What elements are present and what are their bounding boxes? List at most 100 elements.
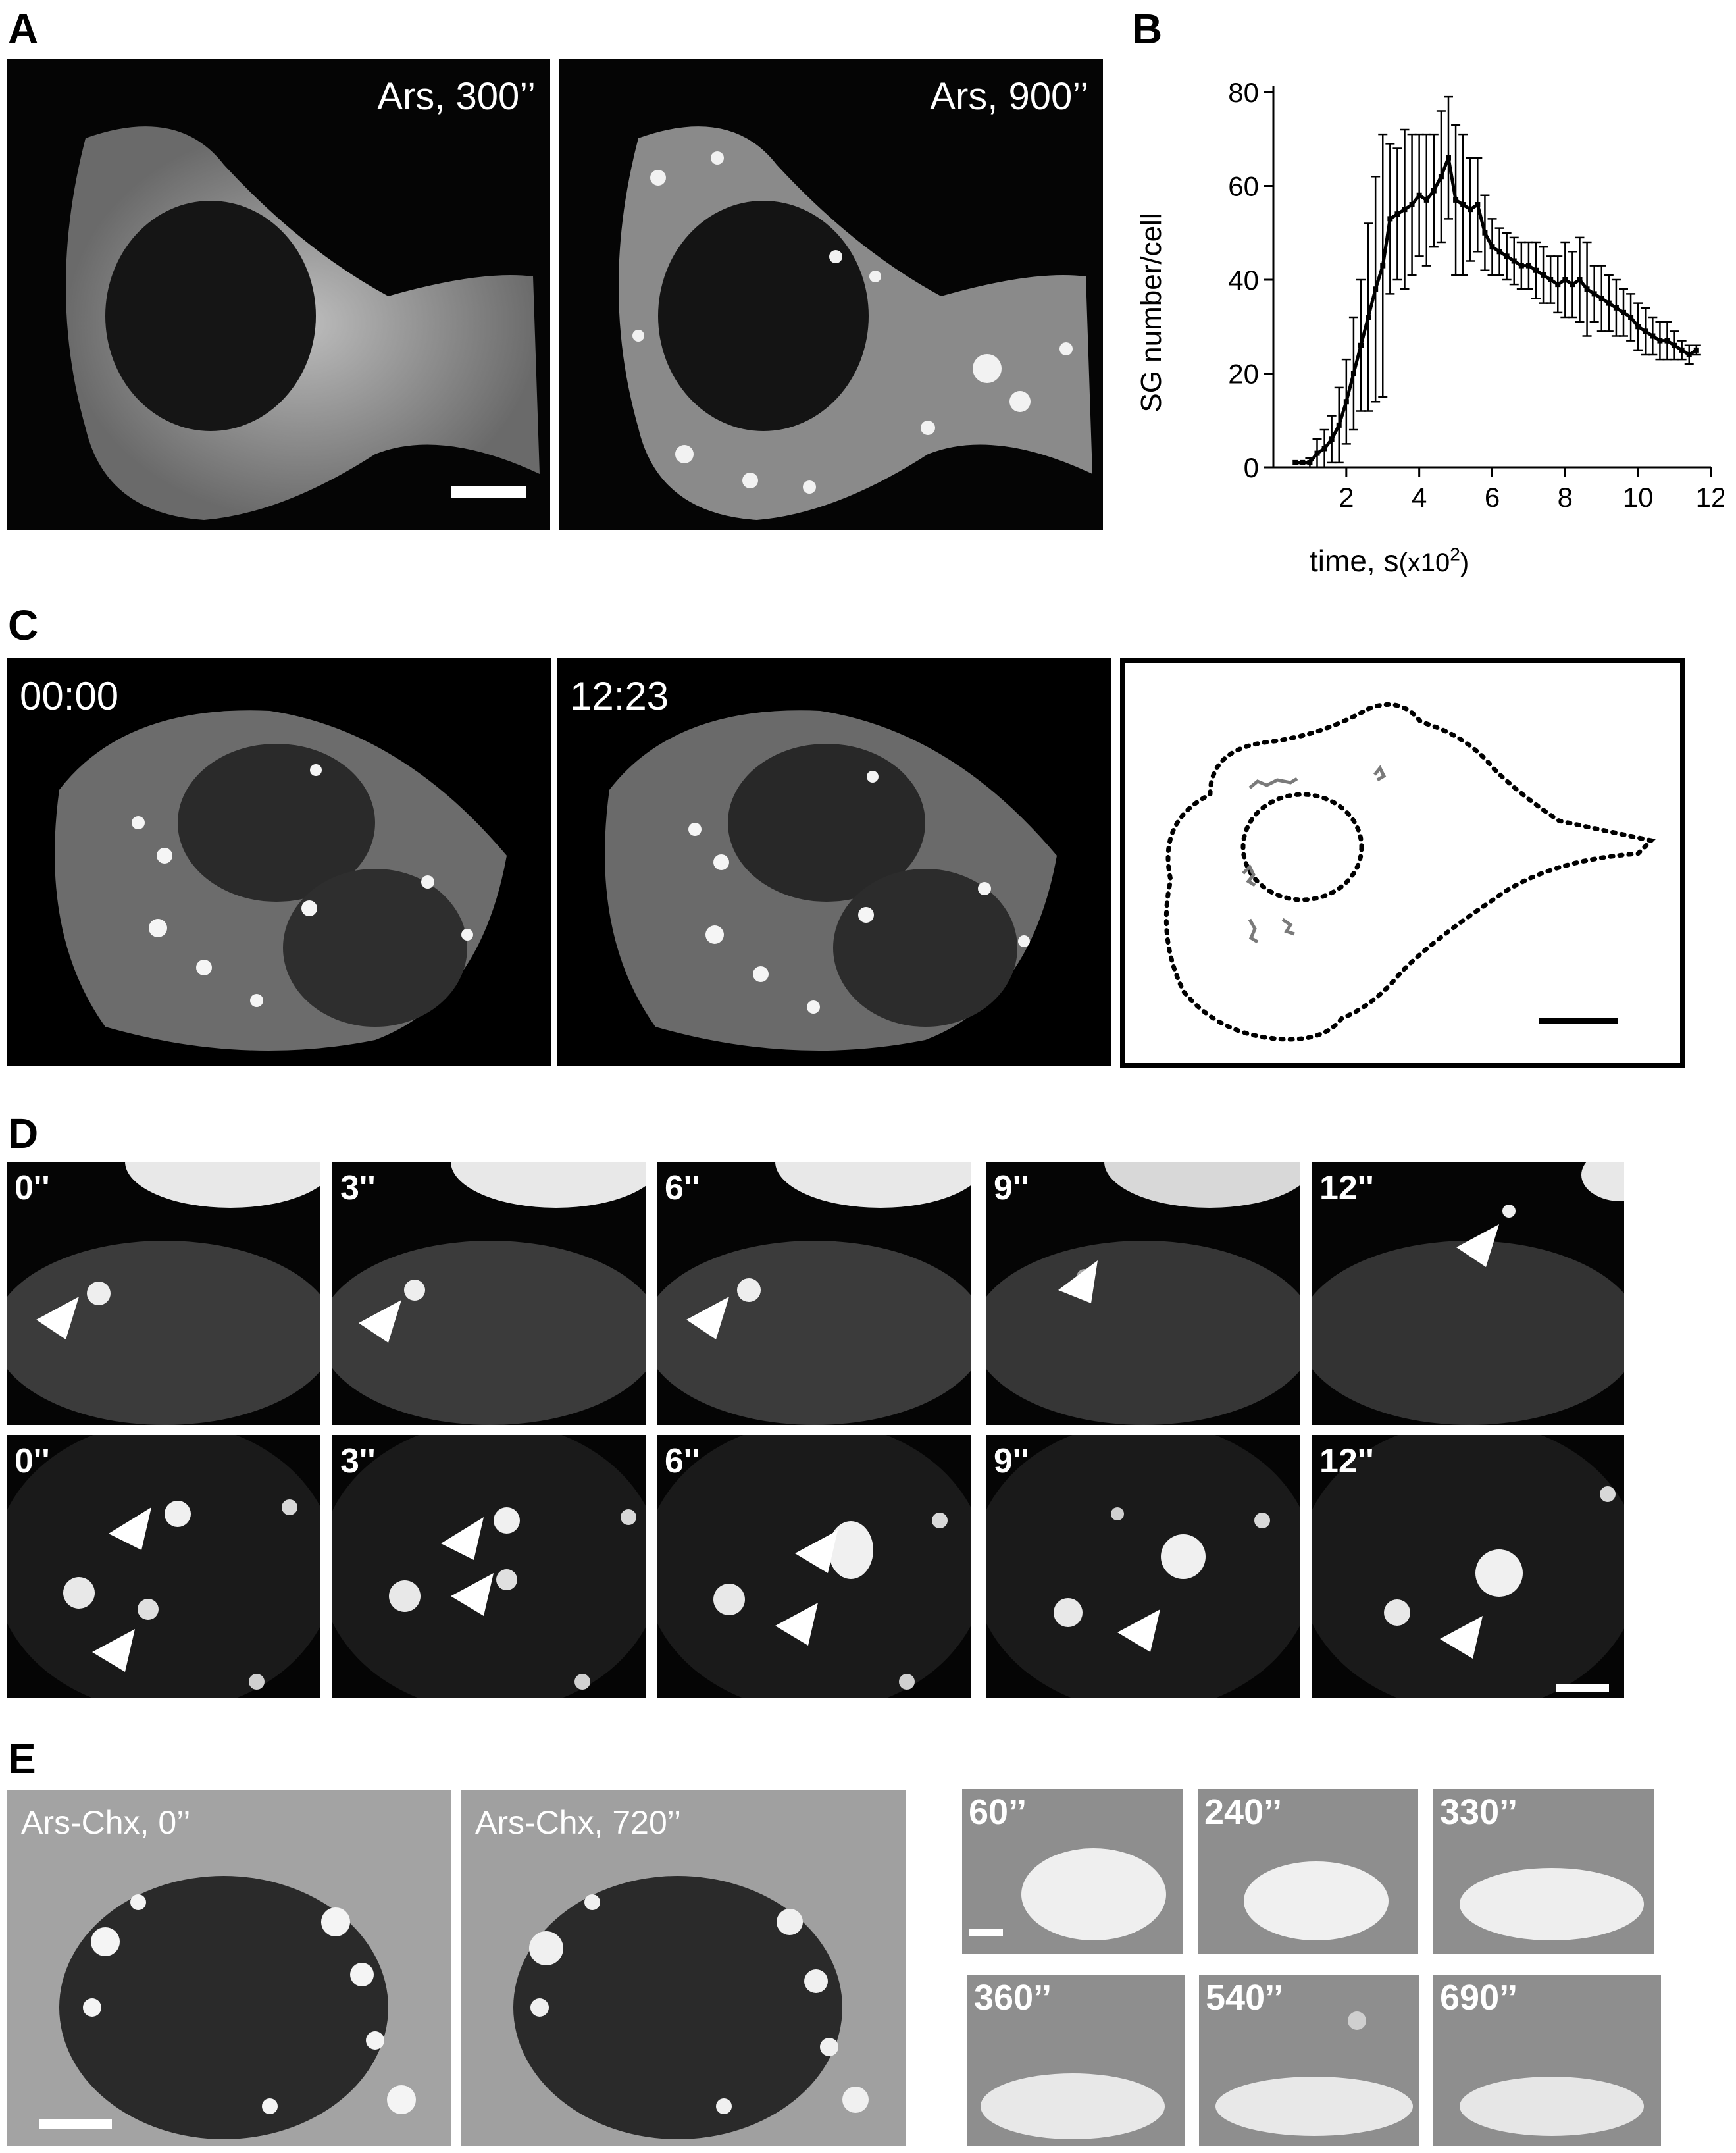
panel-d-row1-frame-3: 6'' [657,1162,971,1425]
panel-e-image-2-label: Ars-Chx, 720’’ [475,1804,682,1841]
data-point [1460,202,1466,207]
data-point [1584,286,1590,292]
data-point [1525,263,1531,269]
data-point [1577,277,1583,282]
data-point [1643,328,1648,334]
data-point [1635,324,1641,330]
x-tick-label: 12 [1696,482,1724,513]
data-point [1693,347,1699,353]
panel-d-row1-frame-5: 12'' [1312,1162,1624,1425]
y-tick-label: 40 [1228,265,1259,296]
x-tick-label: 8 [1558,482,1573,513]
panel-d-row2-frame-5-label: 12'' [1319,1442,1374,1480]
x-tick-label: 2 [1339,482,1354,513]
chart-xlabel-text: time, s [1310,544,1399,578]
data-point [1373,286,1379,292]
data-point [1533,267,1539,273]
data-point [1621,309,1626,315]
panel-e-inset-2-label: 240’’ [1204,1792,1283,1832]
data-point [1366,315,1371,320]
panel-e-inset-6-label: 690’’ [1440,1978,1518,2017]
data-point [1453,197,1459,203]
data-point [1468,207,1473,213]
y-tick-label: 20 [1228,359,1259,390]
data-point [1321,446,1327,452]
data-point [1380,263,1386,269]
panel-c-image-2-label: 12:23 [570,674,669,718]
data-point [1489,244,1495,250]
data-point [1482,230,1488,236]
data-point [1387,216,1393,222]
panel-e-inset-2: 240’’ [1198,1789,1418,1954]
data-point [1591,291,1597,297]
chart-xlabel-unit: (x10 [1398,548,1450,577]
panel-d-row2-frame-5: 12'' [1312,1435,1624,1698]
data-point [1504,253,1510,259]
panel-a-scalebar [451,486,526,498]
data-point [1613,305,1619,311]
panel-d-row2-frame-3-label: 6'' [665,1442,700,1480]
panel-d-row1-frame-1-label: 0'' [14,1169,50,1207]
panel-c-tracing [1120,658,1685,1068]
data-point [1518,263,1524,269]
panel-d-row2-frame-2: 3'' [332,1435,646,1698]
data-point [1416,192,1422,198]
chart-xlabel-exponent: 2 [1450,544,1460,565]
panel-d-row1-frame-1: 0'' [7,1162,320,1425]
panel-d-row2-frame-4-label: 9'' [994,1442,1029,1480]
chart-xlabel-close: ) [1460,548,1469,577]
panel-e-inset-scalebar [969,1929,1003,1936]
data-point [1329,436,1335,442]
panel-d-row2-frame-2-label: 3'' [340,1442,376,1480]
panel-label-b: B [1132,5,1163,53]
panel-d-row1-frame-5-label: 12'' [1319,1169,1374,1207]
data-point [1511,258,1517,264]
panel-d-row2-frame-3: 6'' [657,1435,971,1698]
data-point [1606,300,1612,306]
data-point [1307,459,1313,465]
data-point [1548,277,1554,282]
panel-d-scalebar [1556,1684,1609,1692]
y-tick-label: 80 [1228,77,1259,108]
y-tick-label: 60 [1228,171,1259,202]
chart-ylabel: SG number/cell [1135,213,1167,413]
panel-a-image-2-label: Ars, 900’’ [930,75,1088,118]
data-point [1664,338,1670,344]
panel-e-inset-5: 540’’ [1199,1975,1419,2146]
data-point [1679,347,1685,353]
data-point [1475,202,1481,207]
panel-a-image-2: Ars, 900’’ [559,59,1103,530]
data-point [1650,333,1656,339]
data-point [1570,282,1575,288]
panel-c-image-1: 00:00 [7,658,551,1066]
data-point [1394,211,1400,217]
panel-e-inset-3-label: 330’’ [1440,1792,1518,1832]
data-point [1300,459,1306,465]
data-point [1686,352,1692,357]
data-point [1314,450,1320,456]
panel-e-image-1-label: Ars-Chx, 0’’ [21,1804,191,1841]
panel-c-image-1-label: 00:00 [20,674,119,718]
panel-e-image-2: Ars-Chx, 720’’ [461,1790,906,2146]
x-tick-label: 6 [1485,482,1500,513]
panel-d-row1-frame-3-label: 6'' [665,1169,700,1207]
panel-e-inset-4-label: 360’’ [974,1978,1052,2017]
chart-xlabel: time, s(x102) [1310,543,1704,579]
data-point [1431,188,1437,194]
data-point [1496,249,1502,255]
panel-a-image-1-label: Ars, 300’’ [377,75,536,118]
panel-d-row1-frame-4-label: 9'' [994,1169,1029,1207]
data-point [1343,399,1349,405]
data-point [1598,296,1604,301]
data-point [1672,342,1677,348]
y-tick-label: 0 [1244,452,1259,483]
series-line [1295,156,1698,465]
panel-label-c: C [8,602,39,649]
panel-e-inset-1: 60’’ [962,1789,1183,1954]
panel-label-a: A [8,5,39,53]
panel-b-chart: 0 20 40 60 80 2 4 6 8 10 12 SG number/cell time, s… [1119,53,1724,592]
data-point [1438,174,1444,180]
data-point [1562,277,1568,282]
panel-d-row1-frame-2-label: 3'' [340,1169,376,1207]
panel-d-row2-frame-1-label: 0'' [14,1442,50,1480]
